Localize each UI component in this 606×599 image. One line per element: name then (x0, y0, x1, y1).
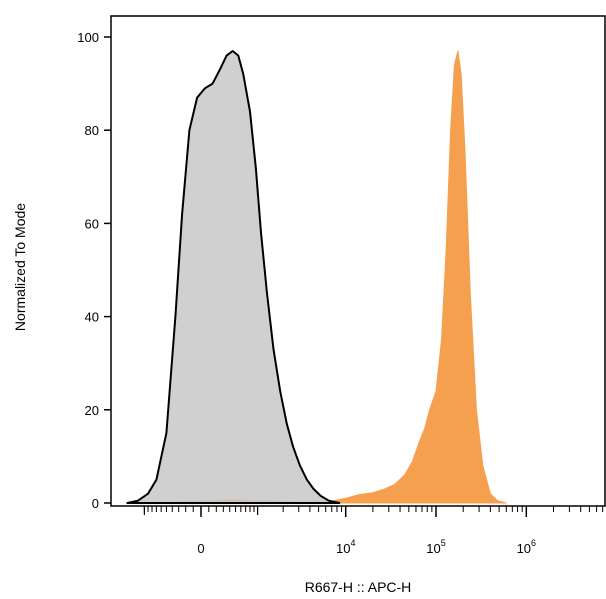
x-tick-label: 105 (426, 538, 445, 556)
y-tick-label: 0 (92, 496, 99, 511)
y-axis-title: Normalized To Mode (12, 203, 28, 331)
x-tick-label: 104 (336, 538, 355, 556)
x-tick-label: 106 (517, 538, 536, 556)
x-tick-label: 0 (197, 541, 204, 556)
y-tick-label: 80 (85, 123, 99, 138)
y-tick-label: 20 (85, 403, 99, 418)
x-axis-title: R667-H :: APC-H (305, 579, 412, 595)
plot-frame (110, 15, 606, 507)
y-tick-label: 100 (77, 30, 99, 45)
x-axis: 0 104 105 106 (143, 506, 604, 556)
y-axis: 0 20 40 60 80 100 (77, 30, 111, 511)
series-area-1 (126, 50, 341, 504)
y-tick-label: 40 (85, 310, 99, 325)
y-tick-label: 60 (85, 216, 99, 231)
histogram-areas (126, 50, 507, 504)
